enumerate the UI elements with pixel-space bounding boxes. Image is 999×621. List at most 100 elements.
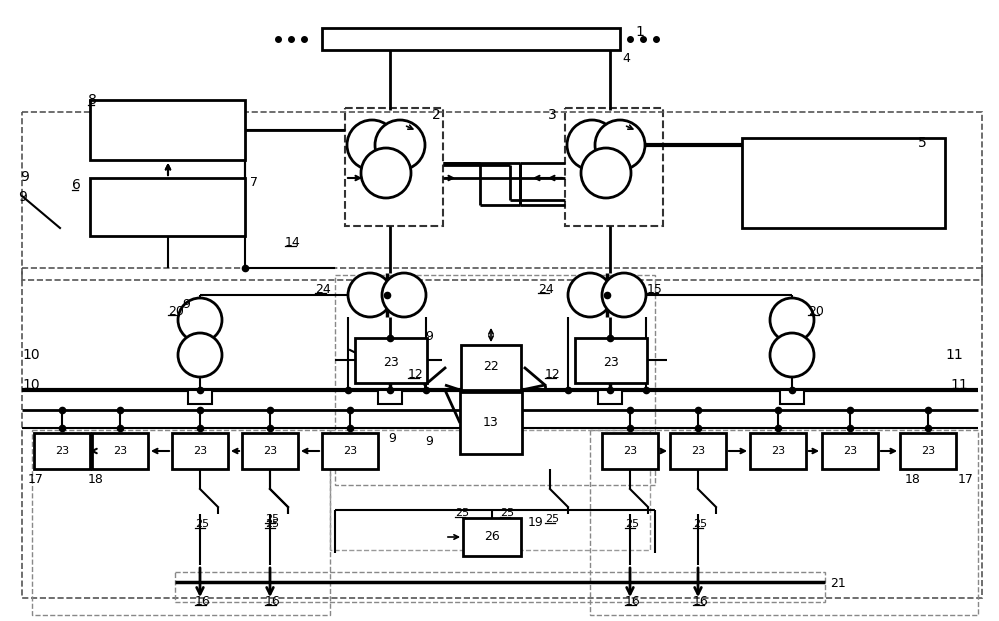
Text: 16: 16 (195, 595, 211, 608)
Text: 20: 20 (168, 305, 184, 318)
Bar (22, 112, 982, 280)
Text: 16: 16 (693, 595, 708, 608)
Text: 9: 9 (18, 190, 27, 204)
Text: 24: 24 (538, 283, 553, 296)
Bar (34, 433, 90, 469)
Circle shape (382, 273, 426, 317)
Text: 14: 14 (285, 236, 301, 249)
Bar (780, 390, 804, 404)
Text: 4: 4 (622, 52, 630, 65)
Text: 23: 23 (193, 446, 207, 456)
Text: 3: 3 (548, 108, 556, 122)
Bar (822, 433, 878, 469)
Circle shape (375, 120, 425, 170)
Bar (461, 345, 521, 390)
Text: 9: 9 (425, 330, 433, 343)
Bar (670, 433, 726, 469)
Bar (742, 138, 945, 228)
Text: 23: 23 (603, 355, 618, 368)
Text: 12: 12 (408, 368, 424, 381)
Text: 9: 9 (182, 298, 190, 311)
Bar (378, 390, 402, 404)
Bar (463, 518, 521, 556)
Text: 17: 17 (28, 473, 44, 486)
Circle shape (567, 120, 617, 170)
Text: 10: 10 (22, 378, 40, 392)
Bar (22, 268, 982, 598)
Text: 23: 23 (343, 446, 357, 456)
Text: 23: 23 (263, 446, 277, 456)
Bar (598, 390, 622, 404)
Text: 25: 25 (265, 519, 279, 529)
Text: 18: 18 (88, 473, 104, 486)
Bar (175, 572, 825, 602)
Text: 23: 23 (55, 446, 69, 456)
Circle shape (347, 120, 397, 170)
Text: 9: 9 (388, 432, 396, 445)
Text: 23: 23 (113, 446, 127, 456)
Bar (32, 430, 330, 615)
Text: 25: 25 (625, 519, 639, 529)
Bar (90, 178, 245, 236)
Bar (345, 108, 443, 226)
Text: 7: 7 (250, 176, 258, 189)
Bar (355, 338, 427, 383)
Text: 25: 25 (500, 508, 514, 518)
Bar (322, 433, 378, 469)
Bar (90, 100, 245, 160)
Text: 13: 13 (484, 417, 499, 430)
Circle shape (178, 298, 222, 342)
Circle shape (770, 333, 814, 377)
Bar (460, 392, 522, 454)
Bar (575, 338, 647, 383)
Text: 10: 10 (22, 348, 40, 362)
Bar (172, 433, 228, 469)
Text: 25: 25 (693, 519, 707, 529)
Text: 20: 20 (808, 305, 824, 318)
Text: 22: 22 (484, 361, 499, 373)
Circle shape (581, 148, 631, 198)
Circle shape (361, 148, 411, 198)
Text: 21: 21 (830, 577, 846, 590)
Text: 25: 25 (265, 514, 279, 524)
Bar (900, 433, 956, 469)
Bar (602, 433, 658, 469)
Text: 17: 17 (958, 473, 974, 486)
Text: 23: 23 (384, 355, 399, 368)
Text: 18: 18 (905, 473, 921, 486)
Text: 15: 15 (647, 283, 663, 296)
Text: 23: 23 (843, 446, 857, 456)
Text: 26: 26 (485, 530, 500, 543)
Circle shape (348, 273, 392, 317)
Bar (335, 275, 655, 485)
Text: 23: 23 (691, 446, 705, 456)
Circle shape (178, 333, 222, 377)
Text: 5: 5 (918, 136, 927, 150)
Text: 6: 6 (72, 178, 81, 192)
Bar (242, 433, 298, 469)
Text: 25: 25 (545, 514, 559, 524)
Bar (188, 390, 212, 404)
Text: 1: 1 (635, 25, 644, 39)
Text: 8: 8 (88, 93, 97, 107)
Text: 12: 12 (545, 368, 560, 381)
Circle shape (568, 273, 612, 317)
Text: 23: 23 (771, 446, 785, 456)
Circle shape (595, 120, 645, 170)
Text: 25: 25 (195, 519, 209, 529)
Bar (330, 430, 650, 550)
Text: 11: 11 (950, 378, 968, 392)
Bar (565, 108, 663, 226)
Bar (750, 433, 806, 469)
Bar (92, 433, 148, 469)
Text: 23: 23 (921, 446, 935, 456)
Text: 9: 9 (425, 435, 433, 448)
Circle shape (602, 273, 646, 317)
Text: 24: 24 (315, 283, 331, 296)
Text: 16: 16 (265, 595, 281, 608)
Bar (322, 28, 620, 50)
Bar (590, 430, 978, 615)
Text: 19: 19 (528, 516, 543, 529)
Text: 23: 23 (623, 446, 637, 456)
Text: 9: 9 (20, 170, 29, 184)
